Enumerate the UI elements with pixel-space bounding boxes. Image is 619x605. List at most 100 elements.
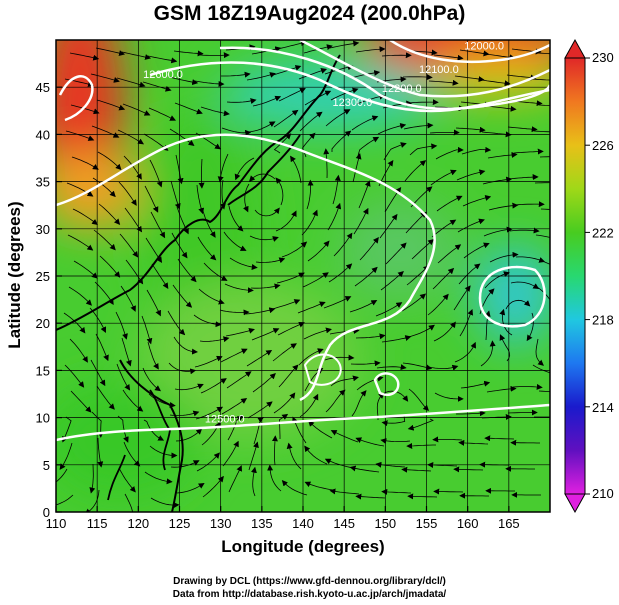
streamline (299, 111, 323, 132)
streamline (176, 206, 189, 235)
streamline (456, 169, 486, 181)
streamline (278, 413, 289, 439)
streamline (149, 159, 163, 188)
streamline (461, 146, 492, 155)
streamline (63, 312, 86, 334)
streamline (65, 130, 95, 141)
streamline (286, 442, 302, 470)
streamline (353, 207, 369, 235)
streamline (332, 174, 341, 205)
x-tick-label: 150 (374, 516, 396, 531)
streamline (225, 327, 255, 337)
streamline (349, 465, 380, 473)
streamline (453, 285, 471, 311)
streamline (275, 177, 284, 206)
streamline (375, 302, 403, 317)
streamline (197, 236, 217, 261)
streamline (301, 209, 318, 236)
streamline (203, 262, 228, 281)
streamline (355, 46, 386, 53)
streamline (92, 177, 116, 198)
streamline (405, 211, 427, 234)
streamline (119, 233, 139, 258)
streamline (273, 109, 299, 128)
streamline (428, 364, 459, 371)
colorbar: 210 214 218 222 226 230 (564, 38, 614, 514)
streamline (245, 307, 276, 315)
streamline (67, 234, 94, 251)
streamline (427, 462, 458, 469)
streamline (375, 461, 406, 468)
streamline (121, 51, 152, 60)
streamline (175, 154, 184, 185)
x-tick-label: 155 (416, 516, 438, 531)
streamline (224, 283, 254, 294)
streamline (143, 419, 165, 441)
streamline (93, 229, 116, 251)
streamline (56, 494, 74, 506)
chart-title: GSM 18Z19Aug2024 (200.0hPa) (153, 2, 466, 25)
streamline (141, 315, 153, 345)
streamline (200, 378, 227, 394)
streamline (123, 155, 142, 180)
streamline (200, 106, 230, 117)
streamline (226, 371, 252, 389)
streamline (118, 181, 137, 206)
streamline (70, 104, 100, 115)
streamline (254, 207, 280, 217)
streamline (479, 461, 509, 468)
y-axis-label: Latitude (degrees) (5, 201, 24, 349)
streamline (248, 441, 259, 471)
streamline (325, 389, 346, 413)
streamline (331, 130, 352, 152)
streamline (462, 195, 492, 207)
streamline (277, 322, 305, 336)
streamline (144, 471, 173, 485)
streamline (95, 47, 126, 57)
streamline (117, 129, 145, 145)
streamline (278, 364, 299, 388)
x-tick-label: 115 (87, 516, 108, 531)
streamline (512, 383, 543, 390)
streamline (434, 392, 464, 402)
streamline (349, 300, 378, 313)
streamline (255, 257, 286, 264)
x-tick-label: 145 (333, 516, 355, 531)
streamline (325, 109, 351, 127)
streamline (124, 493, 133, 512)
streamline (505, 299, 531, 310)
streamline (170, 180, 181, 210)
streamline (356, 375, 384, 391)
colorbar-tick-label: 226 (592, 138, 614, 153)
streamline (538, 104, 550, 106)
streamline (142, 367, 162, 392)
streamline (323, 148, 330, 179)
streamline (252, 373, 276, 393)
y-axis: 0 5 10 15 20 25 30 35 40 45 (36, 80, 62, 520)
streamline (432, 267, 455, 290)
streamline (458, 439, 489, 446)
streamline (56, 468, 68, 483)
streamline (352, 153, 362, 183)
colorbar-min-arrow (564, 493, 586, 514)
streamline (458, 263, 481, 285)
streamline (281, 241, 308, 258)
streamline (250, 283, 281, 290)
streamline (221, 71, 251, 78)
x-tick-label: 140 (292, 516, 314, 531)
streamline (84, 489, 100, 512)
streamline (220, 348, 248, 363)
streamline (120, 285, 136, 312)
temperature-field (56, 40, 550, 512)
streamline (324, 458, 354, 469)
colorbar-tick-label: 218 (592, 313, 614, 328)
streamline (302, 272, 329, 288)
streamline (115, 311, 128, 340)
streamline (355, 493, 386, 500)
streamline (96, 385, 115, 410)
streamline (297, 301, 326, 314)
x-tick-label: 125 (169, 516, 191, 531)
streamline (253, 417, 264, 445)
streamline (456, 410, 486, 417)
